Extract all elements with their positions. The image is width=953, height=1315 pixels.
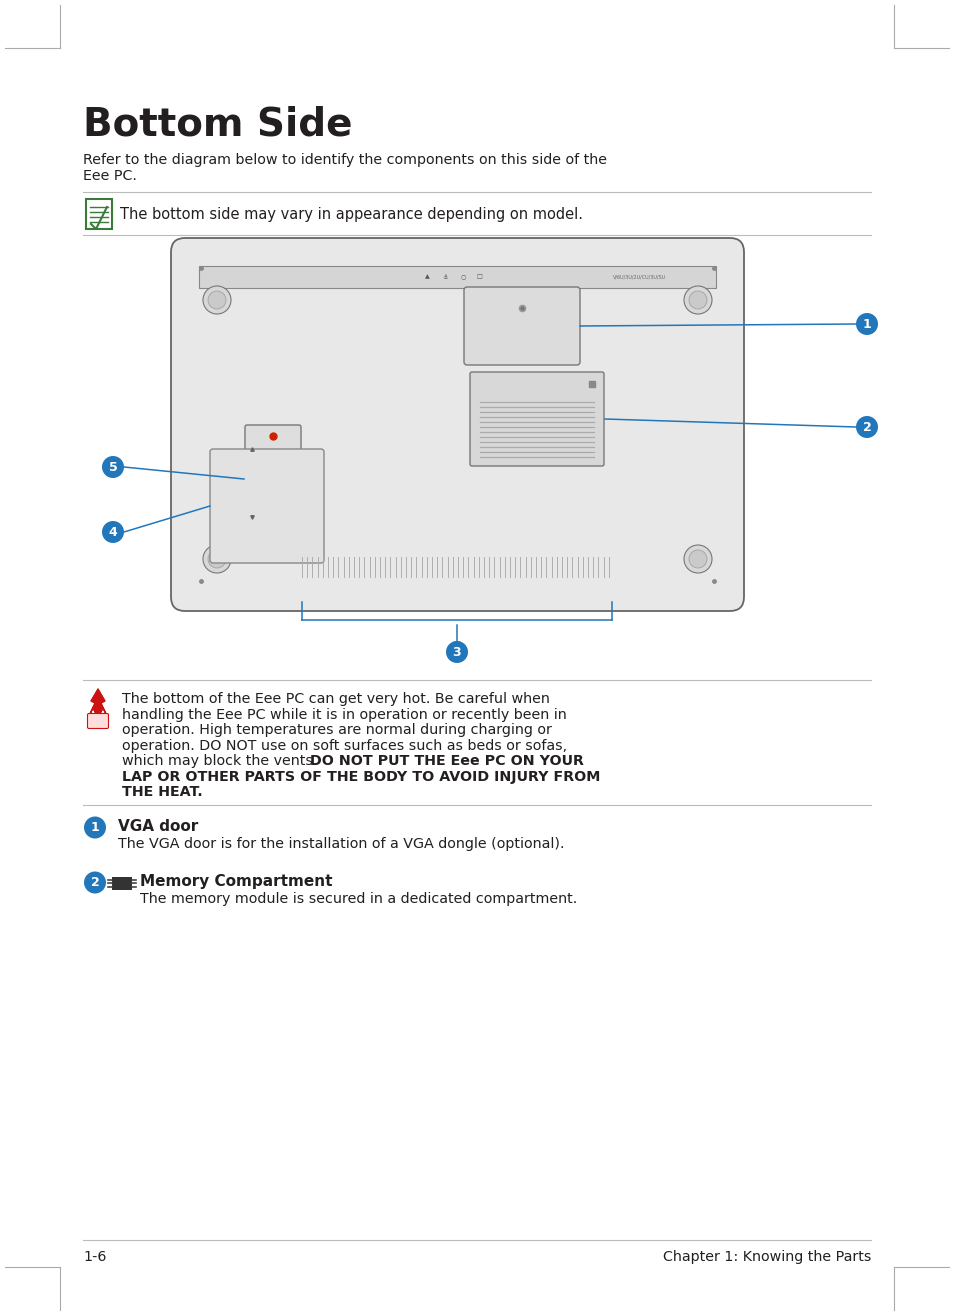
Text: 3: 3	[453, 646, 461, 659]
Text: ○: ○	[459, 275, 465, 280]
FancyBboxPatch shape	[88, 714, 109, 729]
Bar	[256, 471, 285, 477]
Circle shape	[84, 817, 106, 839]
Bar	[256, 448, 285, 456]
Bar	[256, 460, 285, 467]
Polygon shape	[89, 689, 107, 718]
Circle shape	[102, 521, 124, 543]
Bar	[199, 266, 716, 288]
Text: Memory Compartment: Memory Compartment	[140, 873, 333, 889]
Text: Bottom Side: Bottom Side	[83, 105, 352, 143]
Circle shape	[688, 291, 706, 309]
Text: 2: 2	[91, 876, 99, 889]
Circle shape	[208, 550, 226, 568]
Text: LAP OR OTHER PARTS OF THE BODY TO AVOID INJURY FROM: LAP OR OTHER PARTS OF THE BODY TO AVOID …	[122, 769, 599, 784]
Circle shape	[84, 872, 106, 893]
Text: The VGA door is for the installation of a VGA dongle (optional).: The VGA door is for the installation of …	[118, 836, 564, 851]
Circle shape	[683, 285, 711, 314]
Text: DO NOT PUT THE Eee PC ON YOUR: DO NOT PUT THE Eee PC ON YOUR	[310, 753, 583, 768]
Text: Refer to the diagram below to identify the components on this side of the: Refer to the diagram below to identify t…	[83, 153, 606, 167]
Text: 1: 1	[862, 317, 870, 330]
Text: □: □	[476, 275, 481, 280]
Circle shape	[208, 291, 226, 309]
Circle shape	[688, 550, 706, 568]
Text: Chapter 1: Knowing the Parts: Chapter 1: Knowing the Parts	[662, 1251, 870, 1264]
FancyBboxPatch shape	[470, 372, 603, 466]
Text: 5: 5	[109, 460, 117, 473]
Text: handling the Eee PC while it is in operation or recently been in: handling the Eee PC while it is in opera…	[122, 707, 566, 722]
Text: THE HEAT.: THE HEAT.	[122, 785, 203, 800]
Bar	[256, 504, 285, 512]
Circle shape	[203, 285, 231, 314]
Text: which may block the vents.: which may block the vents.	[122, 753, 321, 768]
Bar	[256, 493, 285, 500]
Text: V/6U/3U/2U/CU/3U/SU: V/6U/3U/2U/CU/3U/SU	[613, 275, 666, 280]
Circle shape	[683, 544, 711, 573]
Text: The memory module is secured in a dedicated compartment.: The memory module is secured in a dedica…	[140, 892, 577, 906]
FancyBboxPatch shape	[245, 425, 301, 534]
Text: 4: 4	[109, 526, 117, 539]
Text: The bottom side may vary in appearance depending on model.: The bottom side may vary in appearance d…	[120, 206, 582, 222]
Text: The bottom of the Eee PC can get very hot. Be careful when: The bottom of the Eee PC can get very ho…	[122, 692, 549, 706]
Text: Eee PC.: Eee PC.	[83, 170, 136, 183]
Circle shape	[446, 640, 468, 663]
FancyBboxPatch shape	[86, 199, 112, 229]
Bar	[256, 483, 285, 489]
Text: operation. High temperatures are normal during charging or: operation. High temperatures are normal …	[122, 723, 551, 736]
Text: ⚓: ⚓	[442, 275, 447, 280]
Bar	[112, 877, 132, 889]
Circle shape	[203, 544, 231, 573]
Text: 1-6: 1-6	[83, 1251, 107, 1264]
Text: VGA door: VGA door	[118, 818, 198, 834]
Circle shape	[855, 416, 877, 438]
Text: 1: 1	[91, 821, 99, 834]
Circle shape	[102, 456, 124, 477]
FancyBboxPatch shape	[463, 287, 579, 366]
Text: ▲: ▲	[424, 275, 429, 280]
Circle shape	[855, 313, 877, 335]
FancyBboxPatch shape	[171, 238, 743, 611]
FancyBboxPatch shape	[210, 448, 324, 563]
Text: 2: 2	[862, 421, 870, 434]
Text: operation. DO NOT use on soft surfaces such as beds or sofas,: operation. DO NOT use on soft surfaces s…	[122, 739, 566, 752]
